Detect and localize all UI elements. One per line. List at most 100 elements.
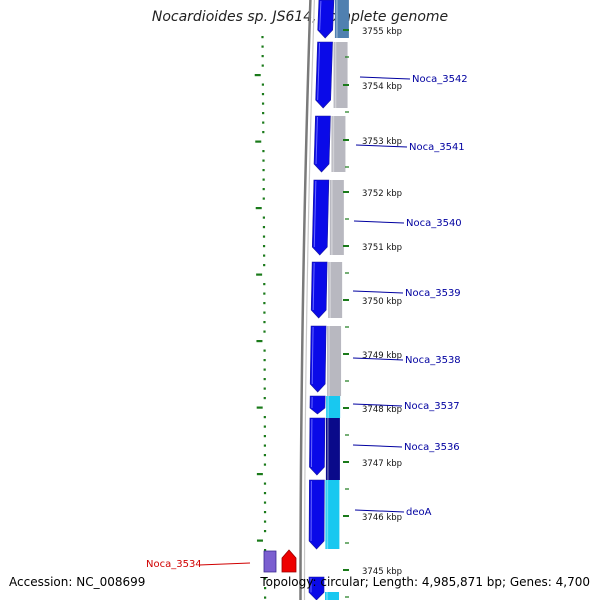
label-leader <box>353 220 405 224</box>
forward-gene-arrow <box>311 179 330 256</box>
gc-tick <box>263 359 266 362</box>
gc-tick <box>262 112 265 115</box>
gc-skew-track <box>254 36 267 599</box>
gc-tick <box>263 482 267 485</box>
gene-highlight <box>313 180 317 248</box>
gc-tick <box>263 501 267 504</box>
gc-tick <box>263 435 266 438</box>
gc-tick <box>262 121 265 124</box>
backbone-inner <box>303 0 315 600</box>
gene-highlight <box>319 0 322 31</box>
gc-tick <box>263 596 267 599</box>
gc-tick <box>262 159 265 162</box>
kbp-label: 3755 kbp <box>362 27 402 37</box>
gene-label: Noca_3534 <box>146 559 202 570</box>
gene-label: Noca_3537 <box>404 401 460 412</box>
homolog-track <box>325 0 349 600</box>
gc-tick <box>261 83 264 86</box>
gc-tick <box>256 340 263 343</box>
gc-tick <box>262 169 265 172</box>
gc-tick <box>256 473 263 476</box>
forward-gene-arrow <box>308 479 325 550</box>
gc-tick <box>263 425 266 428</box>
gc-tick <box>262 216 265 219</box>
label-leader <box>352 357 404 361</box>
label-leader <box>354 509 405 513</box>
kbp-label: 3750 kbp <box>362 297 402 307</box>
kbp-label: 3753 kbp <box>362 137 402 147</box>
genome-summary-text: Topology: circular; Length: 4,985,871 bp… <box>260 575 590 589</box>
gc-tick <box>263 587 267 590</box>
homolog-block <box>325 480 340 549</box>
kbp-label: 3748 kbp <box>362 405 402 415</box>
label-leader <box>198 562 251 566</box>
kbp-label: 3752 kbp <box>362 189 402 199</box>
gc-tick <box>262 245 266 248</box>
gc-tick <box>263 454 267 457</box>
gc-tick <box>263 387 266 390</box>
gc-tick <box>263 292 266 295</box>
forward-gene-arrow <box>313 115 331 173</box>
forward-gene-arrow <box>310 261 328 319</box>
gc-tick <box>263 397 266 400</box>
small-gene-purple <box>263 550 277 573</box>
gc-tick <box>262 178 265 181</box>
small-gene-red <box>281 549 297 573</box>
gene-track <box>308 0 335 600</box>
kbp-label: 3745 kbp <box>362 567 402 577</box>
forward-gene-arrow <box>315 41 333 109</box>
label-leader <box>352 403 403 407</box>
gc-tick <box>263 416 266 419</box>
kbp-label: 3751 kbp <box>362 243 402 253</box>
kbp-label: 3754 kbp <box>362 82 402 92</box>
label-leader <box>355 144 408 148</box>
gc-tick <box>263 264 266 267</box>
gc-tick <box>262 131 265 134</box>
gene-label: Noca_3538 <box>405 355 461 366</box>
gc-tick <box>263 444 267 447</box>
gc-tick <box>263 492 267 495</box>
gene-label: Noca_3539 <box>405 288 461 299</box>
gc-tick <box>263 520 267 523</box>
gc-tick <box>262 197 265 200</box>
gc-tick <box>263 549 267 552</box>
gc-tick <box>261 55 264 58</box>
kbp-label: 3746 kbp <box>362 513 402 523</box>
map-title: Nocardioides sp. JS614, complete genome <box>151 9 449 25</box>
gene-label: Noca_3536 <box>404 442 460 453</box>
homolog-block <box>326 396 341 418</box>
gc-tick <box>262 188 265 191</box>
gene-labels: Noca_3542 Noca_3541 Noca_3540 Noca_3539 Noca… <box>146 74 468 570</box>
gc-tick <box>263 302 266 305</box>
forward-gene-arrow <box>308 576 325 600</box>
homolog-block <box>329 180 344 255</box>
gc-tick <box>263 463 267 466</box>
backbone-outer <box>299 0 312 600</box>
gc-tick <box>263 378 266 381</box>
gc-tick <box>263 254 266 257</box>
gc-tick <box>254 74 261 77</box>
kbp-scale: 3755 kbp 3754 kbp 3753 kbp 3752 kbp 3751 kbp… <box>343 27 402 598</box>
gc-tick <box>256 273 263 276</box>
label-leader <box>352 290 404 294</box>
kbp-label: 3749 kbp <box>362 351 402 361</box>
gc-tick <box>263 311 266 314</box>
gene-label: Noca_3541 <box>409 142 465 153</box>
genome-backbone <box>299 0 315 600</box>
homolog-block <box>325 418 340 480</box>
gene-highlight <box>315 116 318 165</box>
gc-tick <box>263 530 267 533</box>
gc-tick <box>263 577 267 580</box>
homolog-block <box>331 116 346 172</box>
gc-tick <box>262 226 266 229</box>
gc-tick <box>261 102 265 105</box>
gc-tick <box>263 330 266 333</box>
label-leader <box>359 76 411 80</box>
gc-tick <box>255 207 262 210</box>
reverse-gene-track <box>263 549 297 573</box>
gc-tick <box>261 36 264 39</box>
label-leader <box>352 444 403 448</box>
homolog-block <box>327 326 342 396</box>
